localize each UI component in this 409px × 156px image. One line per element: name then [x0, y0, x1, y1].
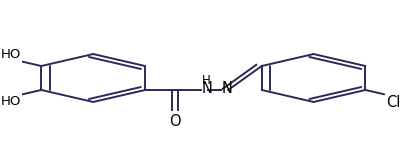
Text: N: N [202, 81, 213, 96]
Text: N: N [222, 81, 233, 96]
Text: O: O [169, 114, 181, 129]
Text: H: H [202, 74, 211, 87]
Text: Cl: Cl [386, 95, 400, 110]
Text: HO: HO [0, 95, 21, 108]
Text: HO: HO [0, 48, 21, 61]
